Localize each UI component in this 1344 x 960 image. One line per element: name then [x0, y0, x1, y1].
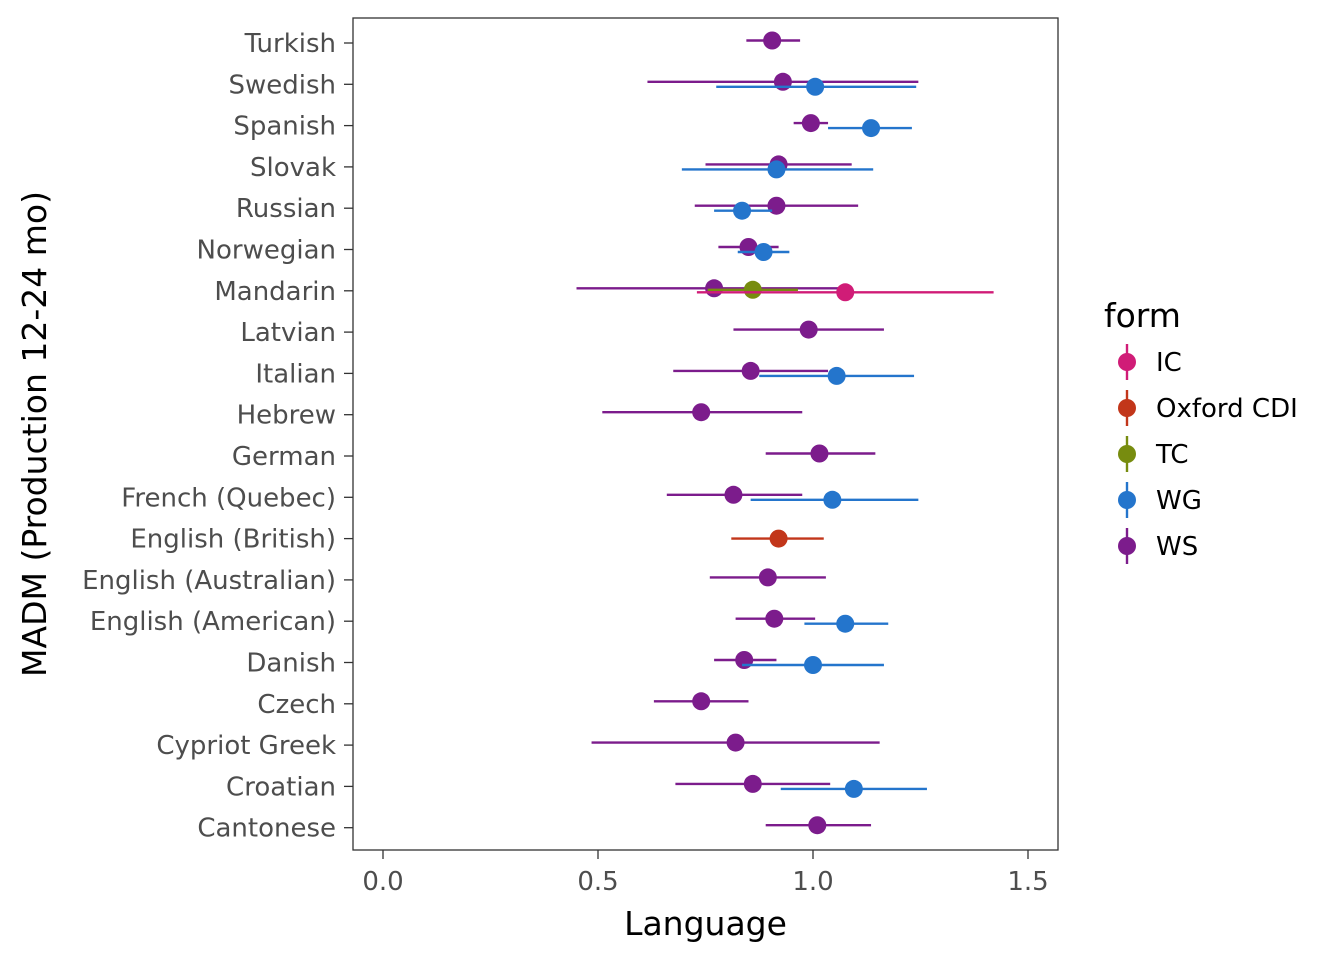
point-tc-mandarin: [743, 280, 762, 299]
point-ic-mandarin: [836, 283, 855, 302]
point-ws-mandarin: [705, 279, 724, 298]
series-wg: [681, 77, 927, 798]
point-ws-german: [810, 444, 829, 463]
point-wg-croatian: [844, 779, 863, 798]
legend-entry-ws: WS: [1118, 528, 1198, 564]
y-tick-label-turkish: Turkish: [244, 29, 336, 59]
point-wg-swedish: [806, 77, 825, 96]
legend-key-point-ic: [1118, 353, 1136, 371]
legend-label-oxford-cdi: Oxford CDI: [1156, 394, 1298, 424]
y-tick-label-spanish: Spanish: [233, 112, 336, 142]
point-wg-slovak: [767, 160, 786, 179]
y-tick-label-czech: Czech: [257, 690, 336, 720]
point-wg-french-quebec: [823, 490, 842, 509]
y-tick-label-english-british: English (British): [130, 525, 336, 555]
point-wg-danish: [804, 656, 822, 674]
point-ws-cypriot-greek: [726, 733, 745, 752]
point-ws-croatian: [743, 774, 762, 793]
x-tick-label-0: 0.0: [362, 867, 403, 897]
legend-entry-oxford-cdi: Oxford CDI: [1118, 390, 1298, 426]
point-ws-swedish: [773, 72, 792, 91]
series-ic: [696, 283, 994, 302]
plot-marks: [576, 31, 994, 835]
legend-key-point-tc: [1118, 445, 1136, 463]
x-tick-label-2: 1.0: [792, 867, 833, 897]
legend-key-point-ws: [1118, 537, 1136, 555]
point-wg-spanish: [862, 119, 881, 138]
x-tick-label-1: 0.5: [577, 867, 618, 897]
point-ws-cantonese: [808, 816, 827, 835]
y-axis-title: MADM (Production 12-24 mo): [15, 191, 54, 677]
legend-label-tc: TC: [1155, 440, 1189, 470]
point-ws-turkish: [763, 31, 782, 50]
point-ws-french-quebec: [724, 485, 743, 504]
legend-label-wg: WG: [1156, 486, 1202, 516]
series-tc: [707, 280, 798, 299]
y-tick-label-cantonese: Cantonese: [197, 814, 336, 844]
point-ws-czech: [692, 692, 711, 711]
y-tick-label-cypriot-greek: Cypriot Greek: [156, 731, 336, 761]
series-oxford-cdi: [731, 529, 824, 548]
legend-key-point-oxford-cdi: [1118, 399, 1136, 417]
series-ws: [576, 31, 919, 835]
point-wg-italian: [827, 366, 846, 385]
y-tick-label-english-australian: English (Australian): [82, 566, 336, 596]
x-axis: 0.0 0.5 1.0 1.5: [362, 850, 1049, 897]
y-tick-label-norwegian: Norwegian: [197, 236, 336, 266]
y-tick-label-hebrew: Hebrew: [237, 401, 336, 431]
point-ws-danish: [735, 651, 754, 669]
point-ws-hebrew: [692, 403, 711, 422]
y-tick-label-russian: Russian: [236, 194, 336, 224]
y-tick-label-german: German: [232, 442, 336, 472]
point-wg-norwegian: [754, 243, 773, 261]
x-tick-label-3: 1.5: [1007, 867, 1048, 897]
point-ws-latvian: [799, 320, 818, 339]
point-wg-english-american: [836, 614, 855, 633]
point-wg-russian: [733, 201, 752, 220]
legend-label-ws: WS: [1156, 532, 1198, 562]
y-tick-label-italian: Italian: [255, 359, 336, 389]
y-tick-label-mandarin: Mandarin: [214, 277, 336, 307]
point-oxford-cdi-english-british: [769, 529, 788, 548]
point-ws-russian: [767, 196, 786, 215]
legend-label-ic: IC: [1156, 348, 1182, 378]
y-tick-label-slovak: Slovak: [250, 153, 336, 183]
legend-key-point-wg: [1118, 491, 1136, 509]
point-ws-spanish: [801, 114, 820, 133]
y-tick-label-swedish: Swedish: [228, 70, 336, 100]
plot-panel-border: [352, 17, 1059, 851]
legend-entry-wg: WG: [1118, 482, 1202, 518]
y-tick-label-english-american: English (American): [90, 607, 336, 637]
point-ws-english-american: [765, 609, 784, 628]
legend: form IC Oxford CDI TC WG WS: [1104, 296, 1298, 564]
y-tick-label-latvian: Latvian: [240, 318, 336, 348]
point-ws-english-australian: [758, 568, 777, 587]
y-tick-label-french-quebec: French (Quebec): [121, 483, 336, 513]
legend-entry-ic: IC: [1118, 344, 1182, 380]
point-ws-italian: [741, 361, 760, 380]
y-axis: Turkish Swedish Spanish Slovak Russian Norweg…: [82, 29, 353, 844]
legend-title: form: [1104, 296, 1181, 335]
y-tick-label-danish: Danish: [246, 649, 336, 679]
x-axis-title: Language: [624, 904, 787, 943]
legend-entry-tc: TC: [1118, 436, 1189, 472]
y-tick-label-croatian: Croatian: [226, 772, 336, 802]
